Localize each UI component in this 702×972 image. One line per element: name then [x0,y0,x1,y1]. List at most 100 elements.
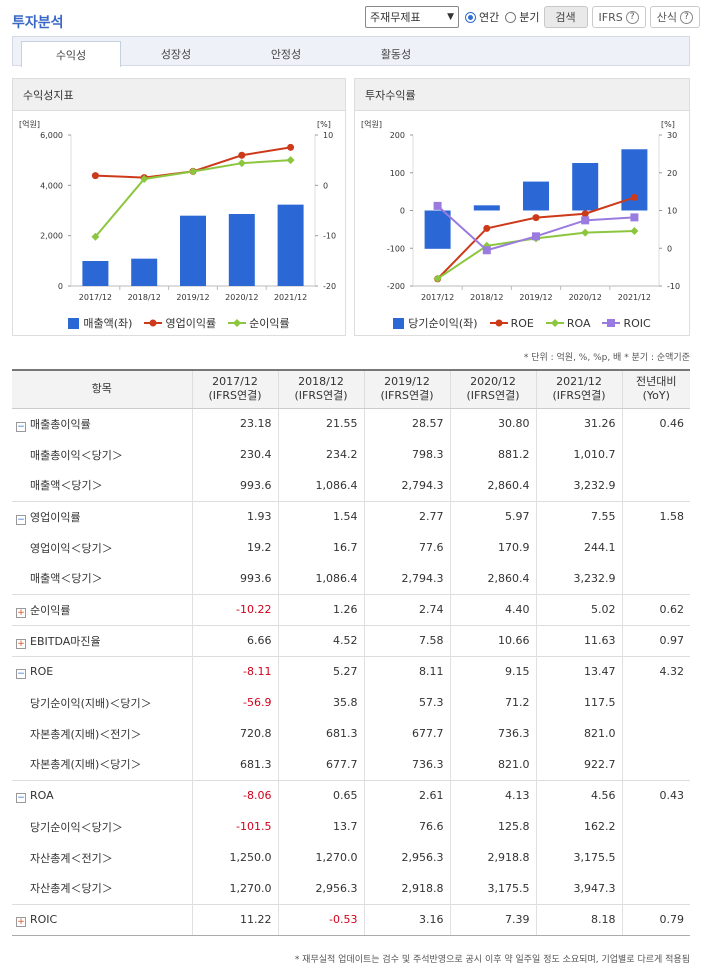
expand-icon[interactable]: + [16,607,26,618]
table-row: − 영업이익률 1.93 1.54 2.77 5.97 7.55 1.58 [12,500,690,532]
data-point[interactable] [286,156,295,165]
column-header: 2018/12 (IFRS연결) [277,370,364,409]
chart-legend: 매출액(좌) 영업이익률 순이익률 [13,315,345,331]
data-point[interactable] [287,143,295,151]
bar[interactable] [277,204,304,286]
data-point[interactable] [482,246,491,255]
help-icon: ? [625,10,639,24]
value-cell [621,532,690,563]
data-point[interactable] [630,193,638,201]
value-cell: 230.4 [191,439,278,470]
table-row: 영업이익＜당기＞ 19.2 16.7 77.6 170.9 244.1 [12,532,690,563]
value-cell: 677.7 [277,749,364,780]
row-label-cell[interactable]: + EBITDA마진율 [12,624,192,656]
collapse-icon[interactable]: − [16,514,26,525]
value-cell: 1,270.0 [191,873,278,904]
profitability-chart-panel: 수익성지표 [억원] [%] 6,000 4,000 2,000 0 10 0 -10 -20 20… [12,78,346,336]
collapse-icon[interactable]: − [16,792,26,803]
data-point[interactable] [433,201,442,210]
data-point[interactable] [532,214,540,222]
value-cell: 2,956.3 [363,842,450,873]
tab-profitability[interactable]: 수익성 [21,41,121,67]
y-tick-label-left: 0 [400,207,405,216]
row-label-cell[interactable]: − 영업이익률 [12,500,192,532]
bar[interactable] [424,210,451,249]
expand-icon[interactable]: + [16,916,26,927]
row-label: EBITDA마진율 [30,634,101,648]
data-point[interactable] [140,174,149,183]
legend-item-net-income[interactable]: 당기순이익(좌) [393,315,478,331]
value-cell: 31.26 [535,407,622,439]
data-point[interactable] [189,167,197,176]
legend-item-roa[interactable]: ROA [545,317,590,330]
data-point[interactable] [630,213,639,222]
expand-icon[interactable]: + [16,638,26,649]
legend-item-roe[interactable]: ROE [489,317,534,330]
formula-button[interactable]: 산식 ? [649,6,700,28]
data-point[interactable] [581,210,589,218]
radio-quarter[interactable]: 분기 [505,9,540,25]
x-tick-label: 2020/12 [225,293,258,302]
bar[interactable] [228,214,255,286]
bar[interactable] [82,260,109,286]
value-cell [621,842,690,873]
row-label: 자본총계(지배)＜당기＞ [30,758,142,772]
left-unit-label: [억원] [19,119,40,129]
data-point[interactable] [581,216,590,225]
statement-select[interactable]: 주재무제표 ▼ [365,6,459,28]
data-point[interactable] [91,232,100,241]
row-label-cell[interactable]: + 순이익률 [12,593,192,625]
value-cell: 1,086.4 [277,470,364,501]
collapse-icon[interactable]: − [16,668,26,679]
value-cell: 4.40 [449,593,536,625]
table-row: + EBITDA마진율 6.66 4.52 7.58 10.66 11.63 0.97 [12,624,690,656]
bar[interactable] [572,163,599,211]
row-label-cell[interactable]: − ROE [12,655,192,687]
data-point[interactable] [483,224,491,232]
panel-title: 수익성지표 [13,79,345,111]
data-point[interactable] [91,172,99,180]
value-cell: 0.65 [277,779,364,811]
column-header: 전년대비 (YoY) [621,370,690,409]
value-cell: 8.18 [535,903,622,936]
data-point[interactable] [630,227,639,236]
data-point[interactable] [237,159,246,168]
y-tick-label-left: 100 [390,169,405,178]
value-cell: 0.46 [621,407,690,439]
row-label-cell: 자산총계＜전기＞ [12,842,192,873]
legend-item-net-margin[interactable]: 순이익률 [228,315,290,331]
row-label-cell[interactable]: − ROA [12,779,192,811]
ifrs-button[interactable]: IFRS ? [591,6,646,28]
bar[interactable] [473,205,500,211]
value-cell [621,439,690,470]
value-cell: 244.1 [535,532,622,563]
value-cell: 2,918.8 [363,873,450,904]
bar[interactable] [523,181,549,211]
value-cell: 16.7 [277,532,364,563]
search-button[interactable]: 검색 [543,6,588,28]
legend-item-op-margin[interactable]: 영업이익률 [144,315,216,331]
radio-annual[interactable]: 연간 [465,9,499,25]
bar[interactable] [180,215,206,286]
data-point[interactable] [433,274,442,283]
y-tick-label-right: -20 [323,282,336,291]
tab-activity[interactable]: 활동성 [380,47,412,61]
value-cell: 4.13 [449,779,536,811]
legend-line-green [545,319,564,327]
data-point[interactable] [532,232,540,241]
x-tick-label: 2017/12 [79,293,112,302]
table-row: 당기순이익＜당기＞ -101.5 13.7 76.6 125.8 162.2 [12,811,690,842]
collapse-icon[interactable]: − [16,421,26,432]
row-label-cell[interactable]: − 매출총이익률 [12,407,192,439]
data-point[interactable] [238,151,246,159]
value-cell: 4.32 [621,655,690,687]
legend-item-roic[interactable]: ROIC [602,317,651,330]
bar[interactable] [131,258,158,286]
tab-stability[interactable]: 안정성 [270,47,302,61]
data-point[interactable] [581,228,590,237]
table-row: 매출액＜당기＞ 993.6 1,086.4 2,794.3 2,860.4 3,232.9 [12,563,690,594]
left-unit-label: [억원] [361,119,382,129]
row-label-cell[interactable]: + ROIC [12,903,192,936]
legend-item-sales[interactable]: 매출액(좌) [68,315,132,331]
tab-growth[interactable]: 성장성 [160,47,192,61]
